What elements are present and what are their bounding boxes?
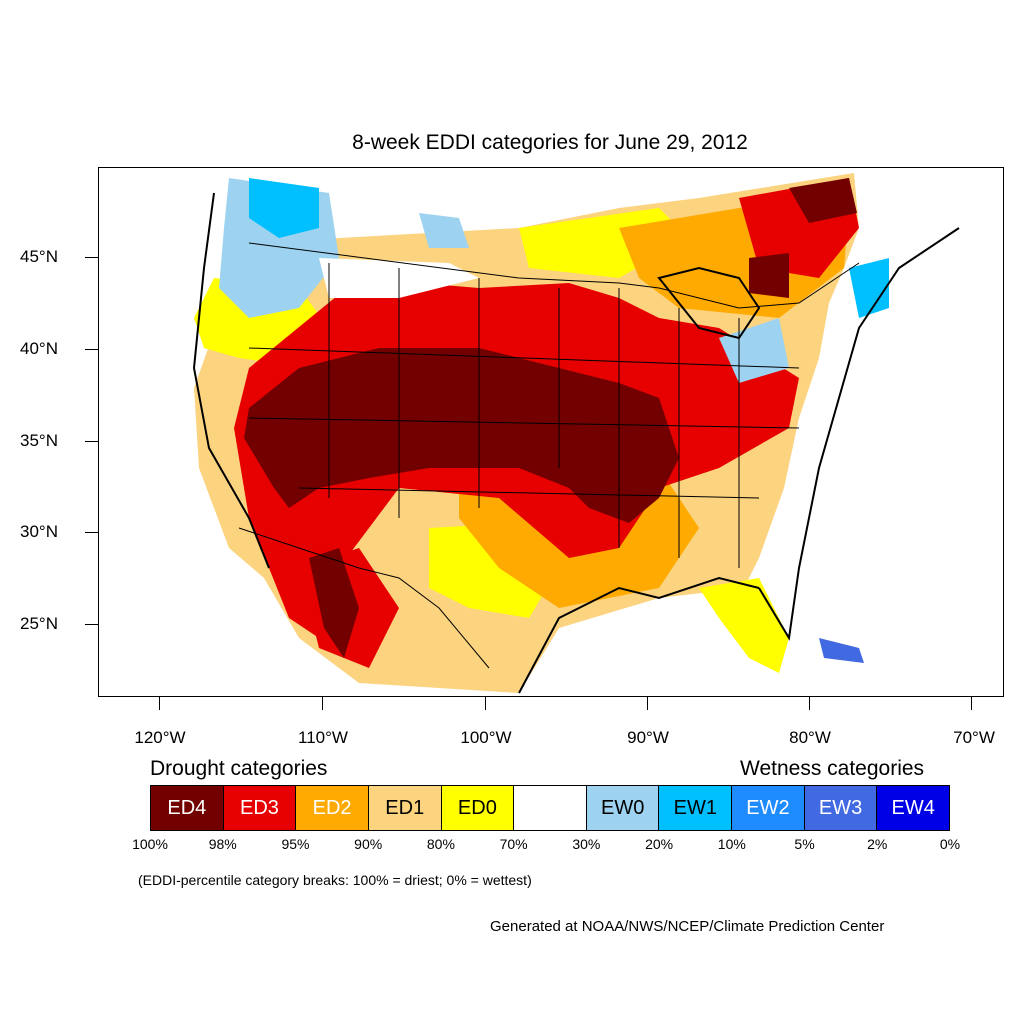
drought-heading: Drought categories xyxy=(150,757,328,780)
legend-swatch-ew1: EW1 xyxy=(659,786,733,830)
lon-tick-120 xyxy=(159,697,160,710)
category-note: (EDDI-percentile category breaks: 100% =… xyxy=(138,872,532,888)
lat-tick-35 xyxy=(85,441,98,442)
legend-swatch-neutral xyxy=(514,786,587,830)
legend-break-label: 10% xyxy=(717,836,746,852)
us-canada-border xyxy=(248,242,860,309)
atlantic-coast xyxy=(758,227,960,641)
wetness-heading: Wetness categories xyxy=(740,757,925,780)
pacific-coast xyxy=(192,192,270,569)
legend-swatch-ed4: ED4 xyxy=(151,786,224,830)
lat-tick-45 xyxy=(85,257,98,258)
eddi-map xyxy=(192,173,960,694)
lat-label: 25°N xyxy=(20,614,58,633)
legend-swatch-ed1: ED1 xyxy=(368,786,442,830)
legend-swatch-ew4: EW4 xyxy=(877,786,950,830)
lat-label: 45°N xyxy=(20,247,58,266)
state-lines xyxy=(248,263,800,568)
legend-break-label: 95% xyxy=(281,836,310,852)
legend-swatch-ed3: ED3 xyxy=(223,786,297,830)
lon-tick-80 xyxy=(809,697,810,710)
lat-label: 35°N xyxy=(20,431,58,450)
ed0-region-florida xyxy=(699,578,789,673)
lon-label: 100°W xyxy=(460,728,512,747)
legend-break-label: 30% xyxy=(572,836,601,852)
lon-label: 90°W xyxy=(627,728,669,747)
legend-bar: ED4 ED3 ED2 ED1 ED0 EW0 EW1 EW2 EW3 EW4 xyxy=(150,785,950,831)
ew1-region-new-england xyxy=(849,258,889,318)
lat-tick-40 xyxy=(85,349,98,350)
legend-break-label: 90% xyxy=(354,836,383,852)
legend-break-label: 80% xyxy=(426,836,455,852)
legend-break-label: 98% xyxy=(208,836,237,852)
legend-swatch-ew3: EW3 xyxy=(804,786,878,830)
legend-break-label: 0% xyxy=(939,836,961,852)
ed4-region-southwest xyxy=(309,548,359,658)
legend-break-label: 5% xyxy=(794,836,815,852)
legend-break-label: 100% xyxy=(132,836,168,852)
lon-label: 120°W xyxy=(134,728,186,747)
lat-label: 40°N xyxy=(20,339,58,358)
lat-tick-25 xyxy=(85,624,98,625)
lon-tick-110 xyxy=(322,697,323,710)
map-plot-area xyxy=(98,167,1004,697)
legend-swatch-ew0: EW0 xyxy=(586,786,660,830)
category-regions xyxy=(194,173,889,693)
legend-break-label: 70% xyxy=(499,836,528,852)
boundaries xyxy=(238,242,860,669)
gulf-coast xyxy=(518,576,760,694)
lon-label: 70°W xyxy=(953,728,995,747)
lon-label: 110°W xyxy=(298,728,348,747)
legend-swatch-ed2: ED2 xyxy=(296,786,369,830)
legend-break-label: 20% xyxy=(645,836,674,852)
great-lakes-outline xyxy=(657,266,761,340)
lat-label: 30°N xyxy=(20,522,58,541)
legend-swatch-ew2: EW2 xyxy=(732,786,805,830)
coastlines xyxy=(192,192,960,694)
ew0-region-island xyxy=(419,213,469,248)
ew1-region-pacific-northwest xyxy=(249,178,319,238)
us-mexico-border xyxy=(238,527,490,669)
lon-label: 80°W xyxy=(789,728,831,747)
lat-tick-30 xyxy=(85,532,98,533)
lon-tick-70 xyxy=(971,697,972,710)
ed4-region-canada xyxy=(749,178,857,298)
credit-text: Generated at NOAA/NWS/NCEP/Climate Predi… xyxy=(490,918,885,935)
ew3-region-caribbean xyxy=(819,638,864,663)
lon-tick-100 xyxy=(485,697,486,710)
legend-swatch-ed0: ED0 xyxy=(441,786,515,830)
ed4-region-core xyxy=(244,348,679,523)
legend-break-label: 2% xyxy=(867,836,888,852)
lon-tick-90 xyxy=(647,697,648,710)
map-title: 8-week EDDI categories for June 29, 2012 xyxy=(352,131,748,154)
